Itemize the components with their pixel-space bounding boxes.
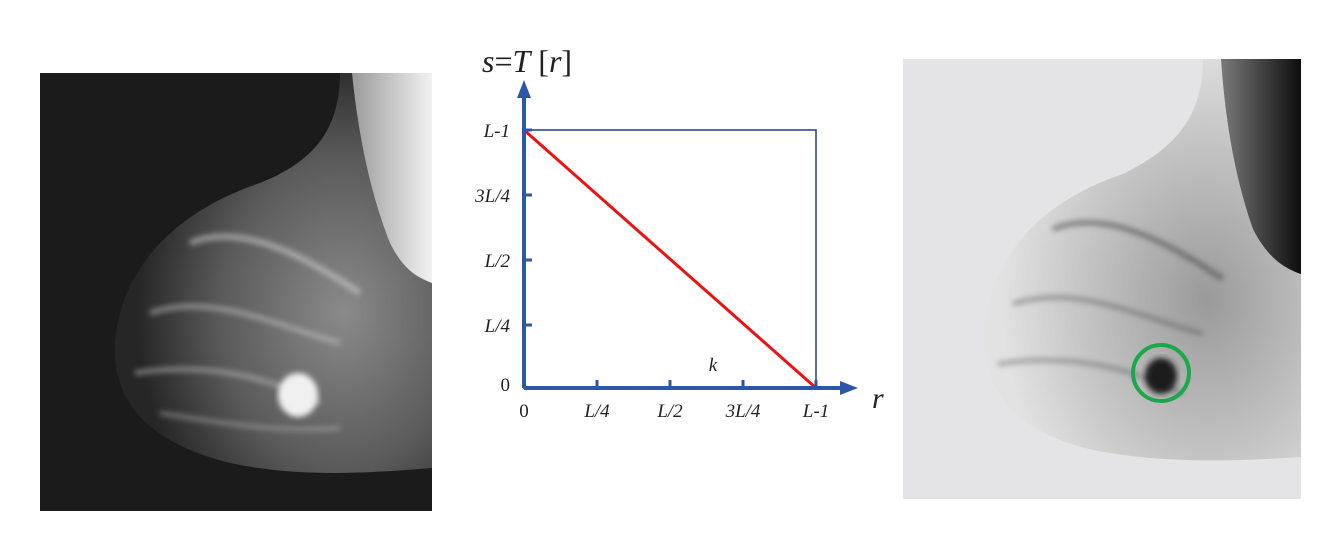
- y-tick-marks: [524, 128, 532, 327]
- x-tick-marks: [595, 380, 818, 388]
- transform-plot: s=T [r] r L-1 3L/4 L/2 L/4 0 0 L/4 L/2 3…: [474, 43, 884, 422]
- dense-mass: [1145, 358, 1177, 394]
- x-tick-label: 3L/4: [725, 401, 761, 422]
- original-mammogram-svg: [40, 73, 432, 511]
- y-tick-label: L/4: [484, 316, 511, 337]
- x-tick-label: L-1: [802, 401, 829, 422]
- x-tick-label: L/2: [656, 401, 683, 422]
- y-tick-label: L/2: [484, 251, 511, 272]
- negative-transform-line: [523, 128, 817, 390]
- pectoral-muscle: [1221, 59, 1301, 274]
- pectoral-muscle: [352, 73, 432, 283]
- x-tick-label: 0: [519, 401, 529, 422]
- original-mammogram-image: [40, 73, 432, 511]
- negative-transform-diagram: s=T [r] r L-1 3L/4 L/2 L/4 0 0 L/4 L/2 3…: [440, 20, 910, 450]
- negative-mammogram-image: [903, 59, 1301, 499]
- y-axis-title: s=T [r]: [482, 43, 572, 79]
- y-tick-label: L-1: [483, 121, 510, 142]
- k-label: k: [709, 355, 718, 376]
- dense-mass: [278, 373, 318, 417]
- lesion-highlight-circle: [1131, 343, 1191, 403]
- y-tick-label: 0: [501, 375, 511, 396]
- x-tick-label: L/4: [583, 401, 610, 422]
- y-axis-arrow: [517, 80, 531, 98]
- negative-mammogram-svg: [903, 59, 1301, 499]
- breast-tissue: [114, 73, 432, 473]
- x-axis-arrow: [840, 381, 858, 395]
- y-tick-label: 3L/4: [474, 186, 510, 207]
- x-axis-title: r: [872, 382, 884, 415]
